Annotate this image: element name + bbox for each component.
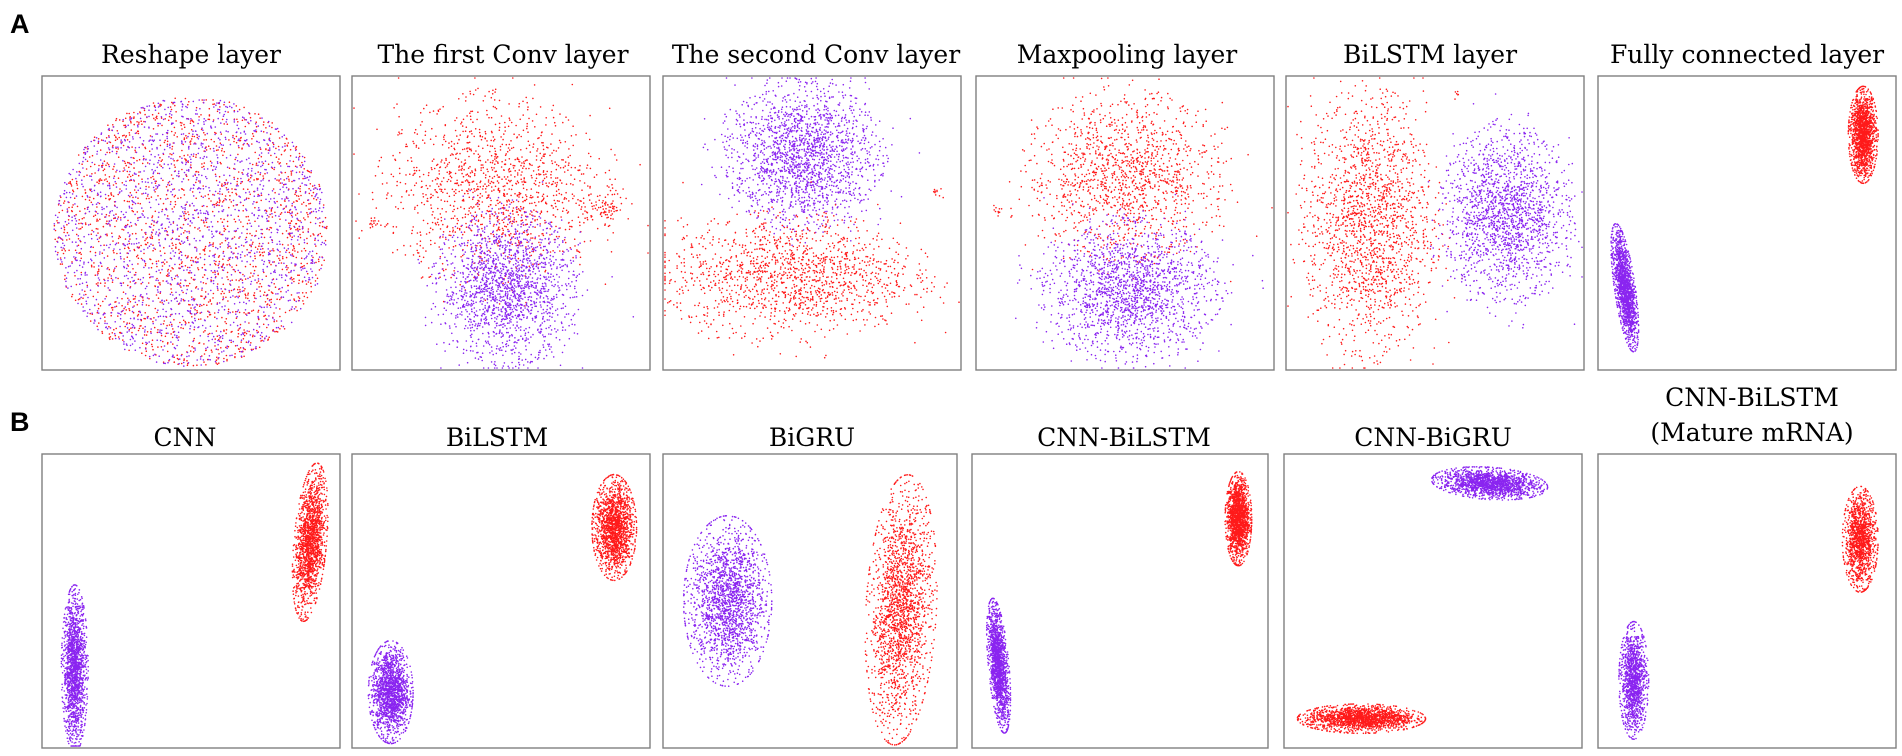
subplot-title: BiLSTM <box>446 423 548 452</box>
subplot-cnn: CNN <box>41 423 341 749</box>
scatter-series <box>700 77 921 247</box>
subplot-title: The second Conv layer <box>672 40 960 69</box>
scatter-points <box>353 77 649 369</box>
scatter-points <box>1287 77 1583 369</box>
subplot-cnn-bigru: CNN-BiGRU <box>1283 423 1583 749</box>
subplot-title: Fully connected layer <box>1610 40 1884 69</box>
plot-frame <box>41 453 341 749</box>
subplot-title: BiLSTM layer <box>1343 40 1517 69</box>
scatter-series <box>864 474 938 746</box>
plot-frame <box>971 453 1269 749</box>
scatter-series <box>367 640 414 745</box>
subplot-cnn-bilstm: CNN-BiLSTM <box>971 423 1269 749</box>
scatter-series <box>1296 703 1427 735</box>
scatter-points <box>985 471 1253 734</box>
subplot-title: Reshape layer <box>101 40 281 69</box>
scatter-series <box>664 181 960 359</box>
scatter-series <box>682 515 773 687</box>
subplot-fully-connected-layer: Fully connected layer <box>1597 40 1897 371</box>
scatter-points <box>682 474 938 746</box>
scatter-series <box>53 97 328 367</box>
subplot-maxpooling-layer: Maxpooling layer <box>975 40 1275 371</box>
subplot-subtitle: (Mature mRNA) <box>1650 418 1853 447</box>
subplot-title: The first Conv layer <box>377 40 628 69</box>
scatter-points <box>993 77 1273 369</box>
subplot-reshape-layer: Reshape layer <box>41 40 341 371</box>
scatter-series <box>417 181 635 369</box>
scatter-series <box>985 597 1012 734</box>
scatter-series <box>291 462 329 623</box>
scatter-series <box>1431 466 1549 501</box>
subplot-first-conv-layer: The first Conv layer <box>351 40 651 371</box>
scatter-series <box>591 473 638 582</box>
scatter-series <box>1015 193 1264 369</box>
scatter-points <box>367 473 638 745</box>
scatter-series <box>53 99 327 367</box>
plot-frame <box>1283 453 1583 749</box>
scatter-series <box>1427 93 1583 329</box>
subplot-bigru: BiGRU <box>662 423 958 749</box>
scatter-points <box>1610 85 1879 353</box>
scatter-series <box>1841 485 1879 593</box>
subplot-bilstm-layer: BiLSTM layer <box>1285 40 1585 371</box>
subplot-title: CNN <box>154 423 217 452</box>
panel-label-a: A <box>10 9 30 39</box>
scatter-points <box>1618 485 1879 740</box>
scatter-series <box>1618 620 1650 740</box>
panel-label-b: B <box>10 407 30 437</box>
scatter-series <box>1847 85 1879 185</box>
scatter-series <box>1287 77 1463 369</box>
subplot-bilstm: BiLSTM <box>351 423 651 749</box>
plot-frame <box>662 75 962 371</box>
subplot-second-conv-layer: The second Conv layer <box>662 40 962 371</box>
scatter-points <box>1296 466 1549 735</box>
scatter-series <box>1224 471 1253 567</box>
plot-frame <box>1597 75 1897 371</box>
subplot-title: CNN-BiLSTM <box>1037 423 1211 452</box>
subplot-title: Maxpooling layer <box>1017 40 1238 69</box>
plot-frame <box>975 75 1275 371</box>
scatter-points <box>60 462 329 747</box>
plot-frame <box>1597 453 1897 749</box>
subplot-title: CNN-BiGRU <box>1354 423 1512 452</box>
scatter-series <box>993 77 1273 283</box>
subplot-cnn-bilstm-mature-mrna: CNN-BiLSTM (Mature mRNA) <box>1597 383 1897 749</box>
subplot-title: BiGRU <box>769 423 855 452</box>
scatter-points <box>664 77 960 359</box>
scatter-series <box>1610 223 1640 353</box>
subplot-title: CNN-BiLSTM <box>1665 383 1839 412</box>
scatter-series <box>60 584 90 747</box>
scatter-points <box>53 97 328 367</box>
